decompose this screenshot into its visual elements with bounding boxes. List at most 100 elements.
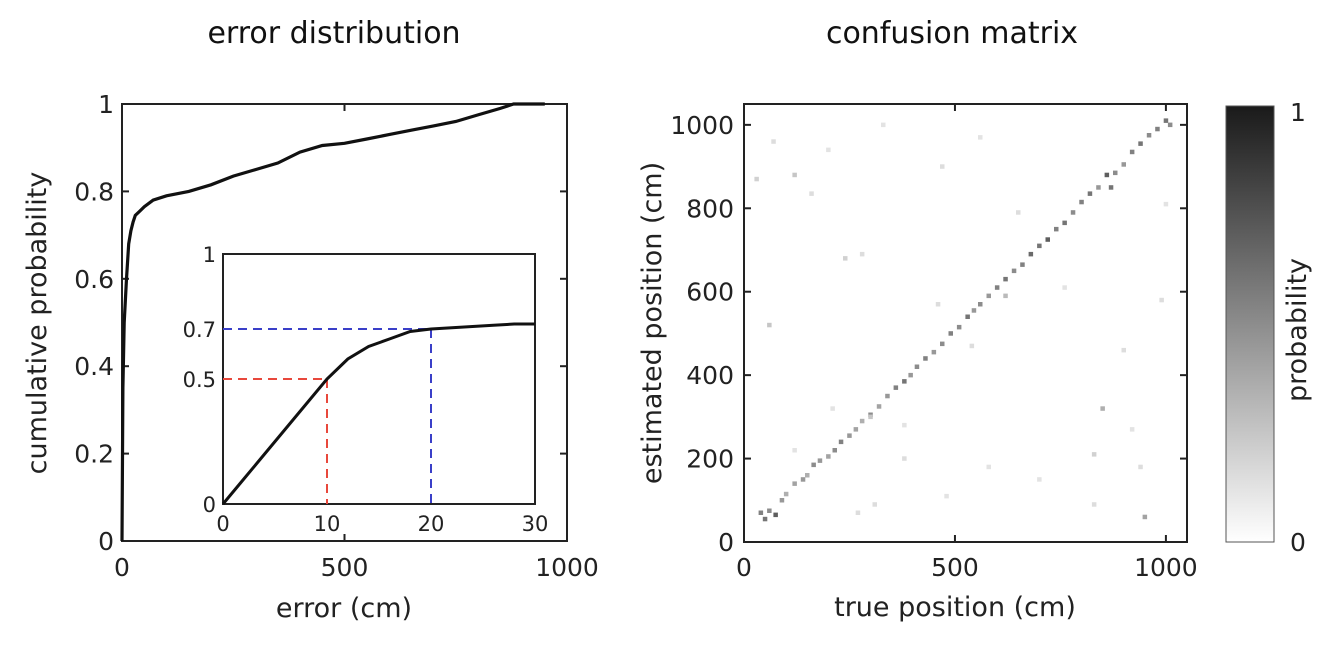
- confusion-x-tick-label: 0: [736, 553, 752, 582]
- inset-cdf-line: [221, 322, 535, 505]
- colorbar-label: probability: [1282, 258, 1313, 402]
- confusion-cell: [914, 364, 920, 369]
- confusion-cell: [779, 498, 785, 503]
- confusion-cell: [843, 256, 848, 261]
- confusion-cell: [1138, 464, 1143, 470]
- confusion-cell: [944, 493, 949, 499]
- confusion-cell: [826, 147, 831, 153]
- cdf-y-tick-label: 0.6: [74, 265, 114, 294]
- confusion-cell: [783, 491, 789, 497]
- confusion-y-tick-label: 800: [686, 194, 734, 223]
- inset-y-tick-label: 0.5: [183, 368, 216, 392]
- colorbar-gradient: [1225, 105, 1275, 543]
- confusion-cell: [931, 349, 937, 355]
- confusion-cell: [986, 464, 991, 470]
- left-panel-title: error distribution: [207, 16, 461, 51]
- cdf-y-tick-label: 0.8: [74, 177, 114, 206]
- confusion-cell: [1138, 141, 1143, 146]
- confusion-cell: [978, 135, 983, 140]
- cdf-y-tick-label: 0: [98, 527, 114, 556]
- inset-x-tick-label: 0: [216, 512, 229, 536]
- confusion-cell: [1163, 118, 1169, 123]
- confusion-cell: [1091, 452, 1097, 457]
- inset-x-tick-label: 10: [314, 512, 341, 536]
- confusion-cell: [800, 477, 806, 482]
- cdf-y-tick-label: 1: [98, 90, 114, 119]
- colorbar-min-label: 0: [1290, 528, 1306, 557]
- confusion-cell: [1121, 347, 1126, 353]
- confusion-cell: [935, 302, 941, 307]
- confusion-cell: [1062, 220, 1067, 226]
- confusion-cell: [956, 324, 962, 330]
- confusion-cell: [978, 302, 983, 307]
- confusion-cell: [923, 356, 928, 361]
- cdf-y-tick-label: 0.2: [74, 440, 114, 469]
- confusion-cell: [830, 406, 835, 411]
- confusion-cell: [792, 172, 797, 178]
- confusion-cell: [1079, 199, 1084, 205]
- confusion-cell: [1070, 210, 1076, 215]
- confusion-cell: [1020, 262, 1025, 267]
- confusion-cell: [758, 510, 764, 515]
- confusion-cell: [876, 404, 882, 409]
- colorbar: 1 0 probability: [1225, 98, 1313, 557]
- inset-x-tick-label: 20: [418, 512, 445, 536]
- confusion-cell: [1129, 149, 1135, 155]
- confusion-cell: [1108, 185, 1114, 190]
- confusion-cell: [767, 322, 772, 328]
- confusion-cell: [792, 448, 797, 453]
- confusion-cell: [1159, 297, 1164, 303]
- confusion-cell: [902, 379, 907, 384]
- cdf-x-tick-label: 1000: [535, 553, 599, 582]
- cdf-x-tick-label: 0: [114, 553, 130, 582]
- confusion-x-axis-label: true position (cm): [834, 592, 1076, 623]
- confusion-cell: [1121, 162, 1126, 167]
- cdf-x-axis-label: error (cm): [276, 593, 412, 624]
- confusion-cell: [1100, 406, 1105, 411]
- confusion-cell: [986, 293, 991, 299]
- inset-x-tick-label: 30: [522, 512, 549, 536]
- confusion-cell: [1155, 126, 1160, 132]
- confusion-x-tick-label: 500: [931, 553, 979, 582]
- confusion-y-tick-label: 200: [686, 445, 734, 474]
- confusion-y-axis-label: estimated position (cm): [637, 162, 668, 484]
- confusion-cell: [1003, 293, 1008, 299]
- confusion-cell: [805, 473, 810, 478]
- confusion-cell: [969, 343, 975, 349]
- confusion-cell: [1087, 191, 1093, 196]
- confusion-cell: [767, 508, 772, 513]
- confusion-cell: [940, 341, 945, 347]
- confusion-cell: [1167, 122, 1173, 128]
- colorbar-max-label: 1: [1290, 98, 1306, 127]
- cdf-inset-chart: 0 10 20 30 0 0.5 0.7 1: [183, 243, 549, 536]
- confusion-cell: [902, 456, 907, 461]
- cdf-x-tick-label: 500: [321, 553, 369, 582]
- confusion-cell: [872, 502, 877, 507]
- inset-y-tick-label: 0.7: [183, 318, 216, 342]
- confusion-cell: [847, 433, 852, 438]
- confusion-cell: [1037, 243, 1042, 249]
- confusion-cell: [1003, 276, 1008, 282]
- inset-y-tick-label: 0: [203, 493, 216, 517]
- confusion-cell: [1045, 237, 1050, 242]
- confusion-cell: [994, 285, 1000, 290]
- confusion-x-tick-label: 1000: [1134, 553, 1198, 582]
- confusion-cell: [948, 331, 953, 336]
- confusion-cell: [771, 139, 776, 144]
- confusion-cell: [853, 427, 859, 432]
- confusion-plot-frame: [743, 103, 1188, 543]
- confusion-cell: [773, 512, 778, 518]
- confusion-cell: [1142, 514, 1148, 520]
- confusion-cell: [1146, 133, 1152, 138]
- confusion-cell: [1104, 172, 1110, 178]
- confusion-cell: [832, 448, 837, 453]
- confusion-cell: [762, 516, 768, 522]
- confusion-cell: [826, 454, 831, 459]
- confusion-y-tick-label: 400: [686, 361, 734, 390]
- confusion-cell: [971, 308, 977, 313]
- confusion-matrix-chart: 0 500 1000 0 200 400 600 800 1000 true position …: [637, 103, 1198, 623]
- confusion-cell: [809, 191, 814, 196]
- confusion-cell: [1113, 170, 1118, 176]
- confusion-cell: [754, 176, 759, 182]
